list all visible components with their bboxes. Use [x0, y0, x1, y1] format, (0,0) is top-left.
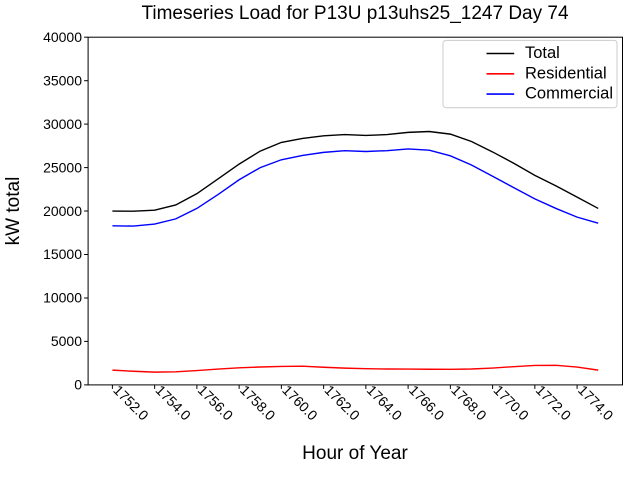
svg-text:kW total: kW total — [3, 177, 24, 246]
svg-text:0: 0 — [74, 377, 82, 393]
svg-text:1768.0: 1768.0 — [448, 382, 490, 424]
svg-text:10000: 10000 — [43, 290, 82, 306]
svg-text:Total: Total — [525, 44, 560, 62]
svg-text:1752.0: 1752.0 — [110, 382, 152, 424]
svg-text:40000: 40000 — [43, 29, 82, 45]
svg-text:1754.0: 1754.0 — [153, 382, 195, 424]
svg-text:1764.0: 1764.0 — [364, 382, 406, 424]
svg-text:1774.0: 1774.0 — [575, 382, 617, 424]
svg-text:Residential: Residential — [525, 64, 607, 82]
svg-text:1760.0: 1760.0 — [279, 382, 321, 424]
svg-text:Commercial: Commercial — [525, 85, 613, 103]
svg-text:1758.0: 1758.0 — [237, 382, 279, 424]
svg-text:15000: 15000 — [43, 246, 82, 262]
svg-text:20000: 20000 — [43, 203, 82, 219]
svg-text:1756.0: 1756.0 — [195, 382, 237, 424]
svg-text:1770.0: 1770.0 — [490, 382, 532, 424]
svg-text:35000: 35000 — [43, 72, 82, 88]
svg-text:5000: 5000 — [51, 333, 82, 349]
svg-text:1766.0: 1766.0 — [406, 382, 448, 424]
svg-text:1772.0: 1772.0 — [533, 382, 575, 424]
svg-text:1762.0: 1762.0 — [321, 382, 363, 424]
svg-text:25000: 25000 — [43, 159, 82, 175]
svg-text:Timeseries Load for P13U p13uh: Timeseries Load for P13U p13uhs25_1247 D… — [141, 3, 568, 24]
svg-text:Hour of Year: Hour of Year — [302, 443, 408, 464]
svg-text:30000: 30000 — [43, 116, 82, 132]
